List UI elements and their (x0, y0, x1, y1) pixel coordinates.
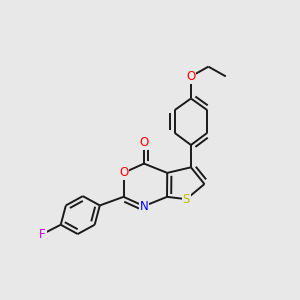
Text: O: O (186, 70, 196, 83)
Text: S: S (183, 193, 190, 206)
Text: F: F (39, 227, 46, 241)
Text: N: N (140, 200, 148, 213)
Text: O: O (119, 167, 128, 179)
Text: O: O (140, 136, 148, 149)
